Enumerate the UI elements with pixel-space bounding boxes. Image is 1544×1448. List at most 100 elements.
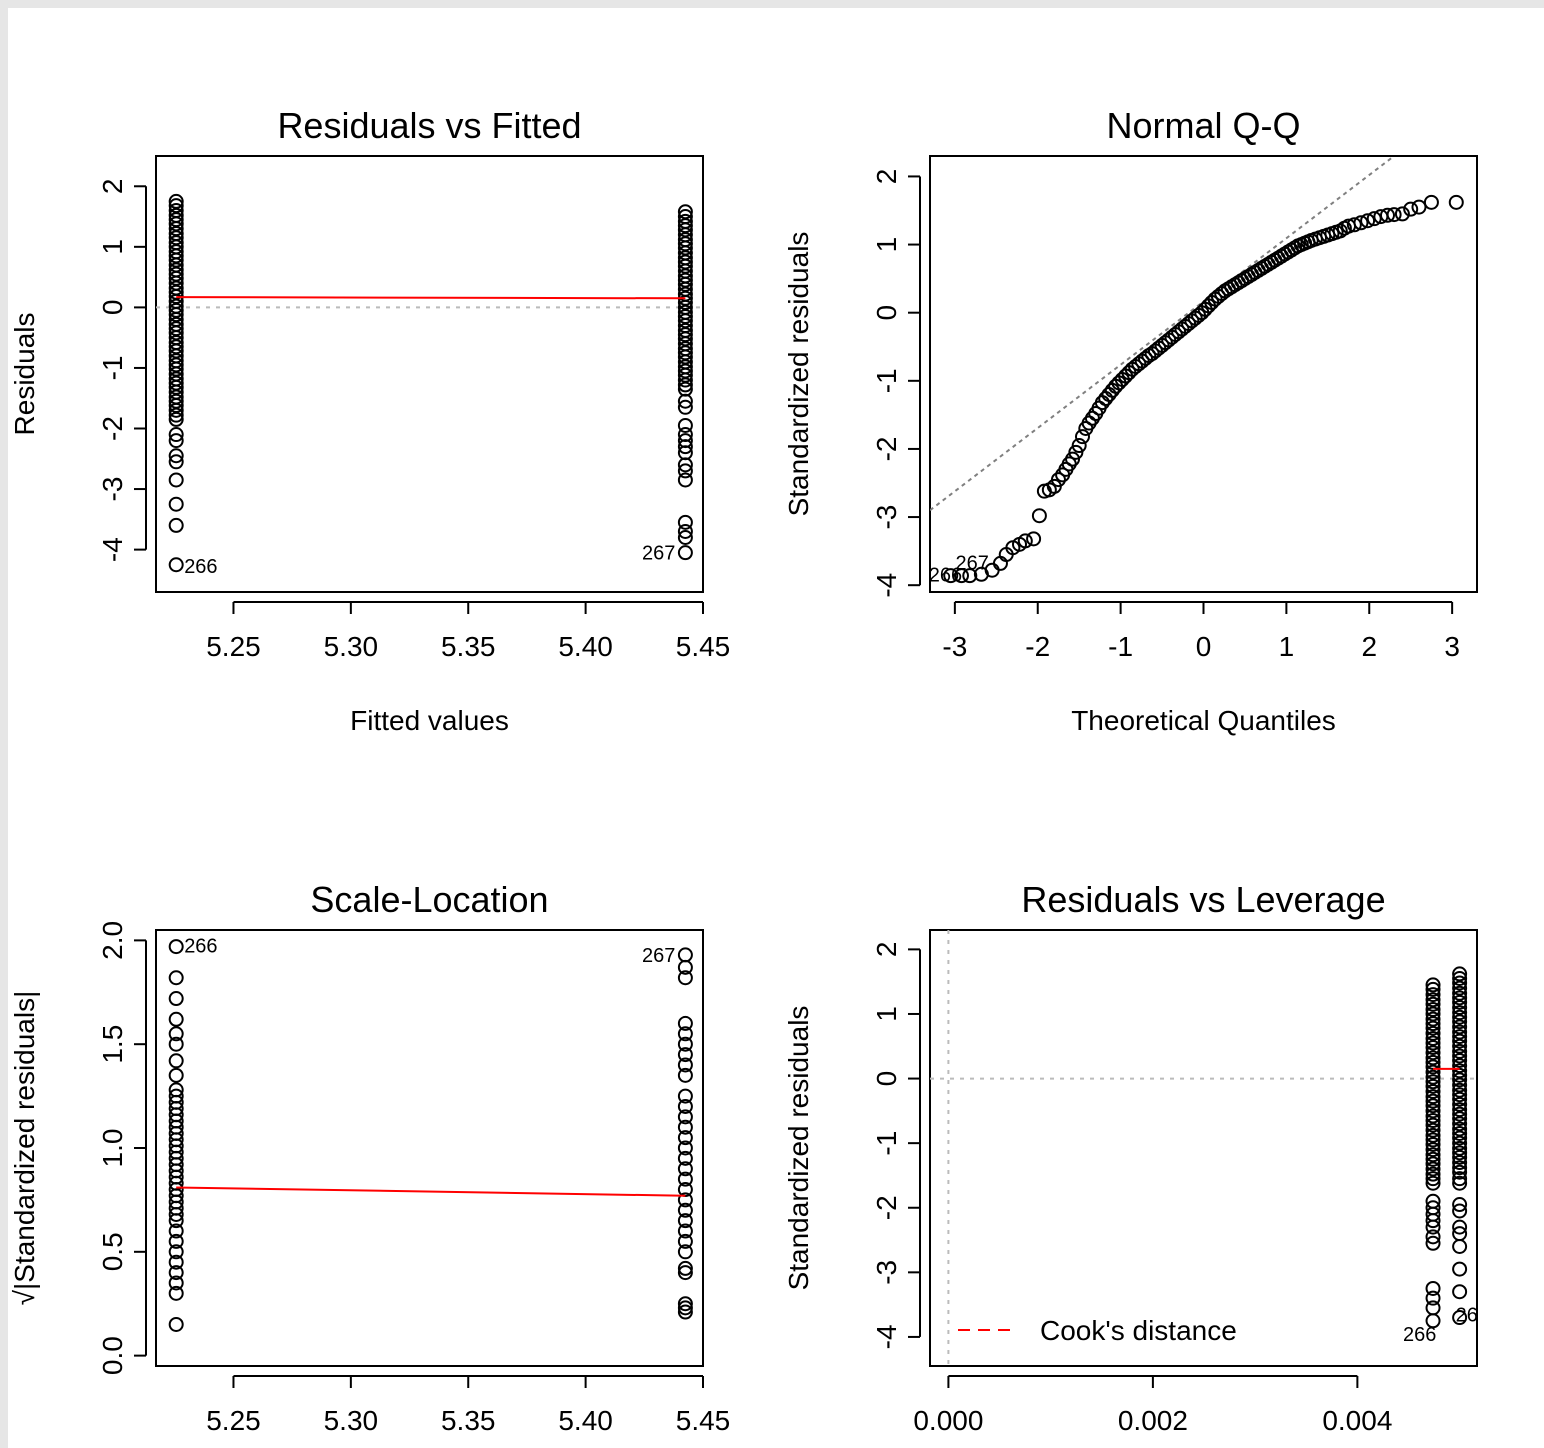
data-point bbox=[677, 545, 693, 561]
data-point bbox=[1386, 207, 1402, 223]
data-point bbox=[677, 1036, 693, 1052]
plot-area: 266 267 bbox=[156, 193, 703, 578]
point-label-266: 266 bbox=[929, 565, 962, 587]
data-point bbox=[1065, 451, 1081, 467]
data-point bbox=[677, 1057, 693, 1073]
data-point bbox=[677, 1161, 693, 1177]
data-point bbox=[677, 377, 693, 393]
data-point bbox=[168, 1233, 184, 1249]
data-point bbox=[168, 454, 184, 470]
y-tick-label: -2 bbox=[871, 1195, 902, 1220]
data-point bbox=[1425, 1069, 1441, 1085]
panel-title: Normal Q-Q bbox=[1106, 105, 1300, 146]
data-point bbox=[1452, 1091, 1468, 1107]
qq-reference-line bbox=[930, 156, 1395, 512]
data-point bbox=[168, 411, 184, 427]
data-point bbox=[1452, 1261, 1468, 1277]
data-point bbox=[1425, 1020, 1441, 1036]
y-tick-label: 0 bbox=[871, 305, 902, 321]
data-point bbox=[677, 463, 693, 479]
data-point bbox=[1101, 386, 1117, 402]
data-point bbox=[1452, 1024, 1468, 1040]
data-point bbox=[677, 523, 693, 539]
x-tick-label: 5.40 bbox=[558, 631, 613, 662]
data-point bbox=[677, 959, 693, 975]
data-point bbox=[168, 1206, 184, 1222]
x-tick-label: 5.45 bbox=[676, 1405, 731, 1436]
data-point bbox=[1425, 1290, 1441, 1306]
data-point bbox=[168, 1244, 184, 1260]
data-point bbox=[1452, 1160, 1468, 1176]
data-point bbox=[1425, 1117, 1441, 1133]
x-tick-label: 0.000 bbox=[913, 1405, 983, 1436]
data-point bbox=[1425, 1127, 1441, 1143]
y-tick-label: 1.5 bbox=[97, 1025, 128, 1064]
data-point bbox=[1423, 194, 1439, 210]
point-label-267: 267 bbox=[955, 553, 988, 575]
data-point bbox=[1452, 1135, 1468, 1151]
data-point bbox=[1452, 1014, 1468, 1030]
data-point bbox=[1425, 1064, 1441, 1080]
data-point bbox=[1452, 1175, 1468, 1191]
data-point bbox=[168, 433, 184, 449]
data-point bbox=[1425, 1108, 1441, 1124]
data-point bbox=[1452, 1009, 1468, 1025]
data-point bbox=[168, 1026, 184, 1042]
x-tick-label: -3 bbox=[942, 631, 967, 662]
data-point bbox=[1425, 1050, 1441, 1066]
data-point bbox=[677, 530, 693, 545]
data-point bbox=[168, 1067, 184, 1083]
data-point bbox=[1452, 966, 1468, 982]
data-point bbox=[1425, 996, 1441, 1012]
data-point bbox=[1425, 1016, 1441, 1032]
data-point bbox=[1346, 217, 1362, 233]
x-tick-label: 5.25 bbox=[206, 1405, 261, 1436]
data-point bbox=[1425, 1025, 1441, 1041]
data-point bbox=[677, 472, 693, 488]
data-point bbox=[677, 1260, 693, 1276]
data-point bbox=[168, 448, 184, 464]
data-point bbox=[1452, 1063, 1468, 1079]
data-point bbox=[677, 1265, 693, 1281]
data-point bbox=[1452, 1149, 1468, 1165]
data-point bbox=[1452, 1116, 1468, 1132]
data-point bbox=[953, 568, 969, 584]
smoother-line bbox=[176, 296, 686, 300]
data-point bbox=[1452, 1043, 1468, 1059]
data-point bbox=[677, 1140, 693, 1156]
data-point bbox=[1452, 1038, 1468, 1054]
data-point bbox=[677, 457, 693, 473]
x-tick-label: 5.30 bbox=[324, 1405, 379, 1436]
data-point bbox=[168, 517, 184, 533]
data-point bbox=[168, 1053, 184, 1069]
y-tick-label: -1 bbox=[871, 368, 902, 393]
data-point bbox=[1425, 1156, 1441, 1172]
data-point bbox=[677, 1098, 693, 1114]
data-point bbox=[1425, 1235, 1441, 1251]
data-point bbox=[1452, 970, 1468, 986]
data-point bbox=[168, 1223, 184, 1239]
data-point bbox=[943, 568, 959, 584]
smoother-line bbox=[176, 1186, 686, 1197]
data-point bbox=[677, 1223, 693, 1239]
data-point bbox=[677, 1296, 693, 1312]
data-point bbox=[1394, 206, 1410, 222]
data-point bbox=[1452, 975, 1468, 991]
data-point bbox=[168, 1213, 184, 1229]
data-point bbox=[168, 991, 184, 1007]
y-tick-label: 0 bbox=[871, 1071, 902, 1087]
data-point bbox=[1425, 1040, 1441, 1056]
data-point bbox=[1425, 1074, 1441, 1090]
data-point bbox=[1425, 1006, 1441, 1022]
data-point bbox=[1452, 1058, 1468, 1074]
data-point bbox=[1026, 531, 1042, 547]
x-axis-label: Fitted values bbox=[350, 705, 509, 736]
data-point bbox=[1425, 1171, 1441, 1187]
y-tick-label: 2 bbox=[871, 942, 902, 958]
data-point bbox=[1425, 987, 1441, 1003]
data-point bbox=[1452, 1155, 1468, 1171]
x-tick-label: 2 bbox=[1361, 631, 1377, 662]
data-point bbox=[677, 417, 693, 433]
data-point bbox=[1425, 1083, 1441, 1099]
data-point bbox=[677, 372, 693, 388]
